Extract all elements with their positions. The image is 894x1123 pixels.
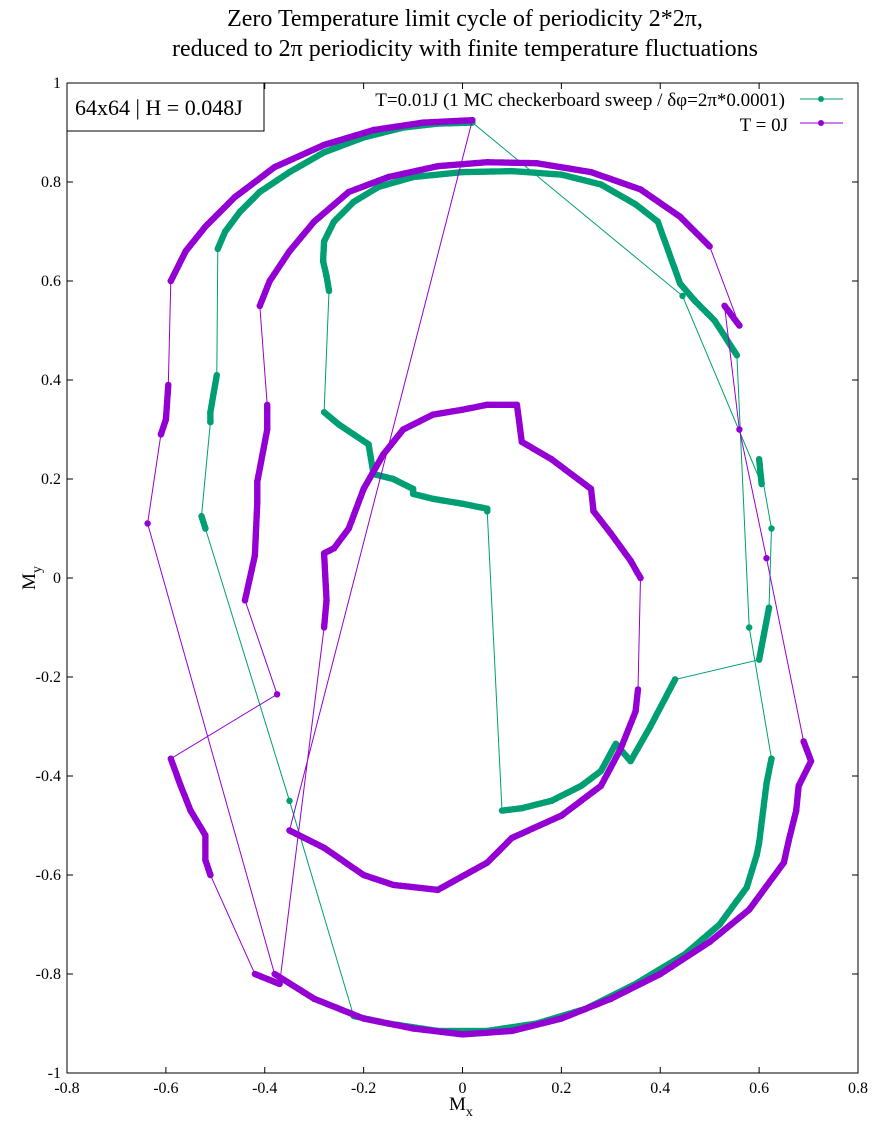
y-axis-label: My [19, 566, 45, 590]
y-tick-label: -1 [48, 1065, 61, 1082]
data-point [325, 287, 333, 295]
data-point [144, 520, 151, 527]
data-point [241, 597, 249, 604]
x-tick-label: -0.4 [252, 1080, 277, 1097]
legend-entry-zero-t: T = 0J [740, 115, 788, 136]
x-tick-label: -0.6 [153, 1080, 178, 1097]
data-point [637, 574, 644, 582]
x-tick-label: 0 [459, 1080, 467, 1097]
ticks-layer: -0.8 -0.6 -0.4 -0.2 0 0.2 0.4 0.6 0.8-1-0.8-0.6-… [36, 75, 868, 1097]
y-tick-label: -0.6 [36, 867, 61, 884]
plot-border [66, 82, 859, 1074]
legend: T=0.01J (1 MC checkerboard sweep / δφ=2π… [375, 90, 843, 136]
data-point [768, 525, 775, 532]
data-point [768, 755, 775, 762]
data-point [679, 292, 686, 300]
data-point [207, 871, 214, 879]
y-tick-label: 1 [53, 75, 61, 92]
data-point [273, 691, 281, 698]
y-axis-label-main: M [19, 573, 40, 590]
data-point [671, 676, 679, 683]
series-1 [144, 116, 815, 1038]
data-point [286, 827, 293, 834]
data-point [758, 480, 765, 488]
y-tick-label: 0.2 [41, 471, 61, 488]
data-point [256, 302, 263, 309]
x-tick-label: 0.8 [848, 1080, 868, 1097]
legend-entry-finite-t: T=0.01J (1 MC checkerboard sweep / δφ=2π… [375, 90, 785, 111]
y-axis-label-sub: y [30, 566, 45, 573]
data-point [157, 431, 165, 438]
series-layer [144, 116, 815, 1038]
x-tick-label: -0.2 [351, 1080, 376, 1097]
y-tick-label: -0.2 [36, 669, 61, 686]
y-tick-label: 0.6 [41, 273, 61, 290]
x-tick-label: -0.8 [54, 1080, 79, 1097]
y-tick-label: 0 [53, 570, 61, 587]
data-point [736, 322, 743, 329]
data-point [765, 604, 773, 611]
info-box-text: 64x64 | H = 0.048J [75, 95, 243, 120]
info-box [66, 82, 265, 132]
data-point [286, 797, 293, 804]
y-tick-label: 0.4 [41, 372, 61, 389]
svg-text:Mx: Mx [449, 1094, 473, 1120]
data-point [207, 418, 214, 426]
chart-title-line-1: Zero Temperature limit cycle of periodic… [227, 6, 703, 32]
x-tick-label: 0.2 [551, 1080, 571, 1097]
legend-marker-zero-t [818, 120, 824, 126]
legend-marker-finite-t [818, 96, 824, 102]
data-point [214, 245, 221, 252]
data-point [763, 555, 770, 562]
y-tick-label: 0.8 [41, 174, 61, 191]
data-point [167, 277, 174, 285]
y-tick-label: -0.8 [36, 966, 61, 983]
data-point [746, 624, 753, 631]
y-tick-label: -0.4 [36, 768, 61, 785]
data-point [800, 738, 807, 745]
data-point [202, 525, 209, 532]
x-axis-label-main: M [449, 1094, 466, 1115]
data-point [736, 426, 743, 433]
data-point [484, 508, 491, 515]
x-tick-label: 0.4 [650, 1080, 670, 1097]
svg-text:My: My [19, 566, 45, 590]
x-tick-label: 0.6 [749, 1080, 769, 1097]
x-axis-label-sub: x [466, 1105, 473, 1120]
chart-title-line-2: reduced to 2π periodicity with finite te… [172, 36, 758, 62]
data-point [276, 980, 283, 988]
x-axis-label: Mx [449, 1094, 473, 1120]
